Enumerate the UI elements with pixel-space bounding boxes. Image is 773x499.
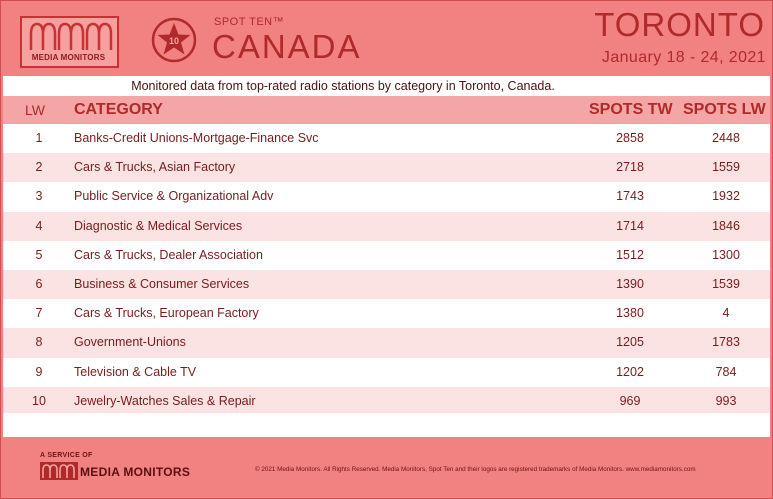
table-row: 6 Business & Consumer Services 1390 1539 xyxy=(3,269,770,300)
cell-spots-lw: 2448 xyxy=(712,131,740,145)
cell-lw: 7 xyxy=(35,306,43,321)
table-header: LW CATEGORY SPOTS TW SPOTS LW xyxy=(3,96,770,124)
cell-spots-lw: 1846 xyxy=(712,218,740,233)
cell-lw: 5 xyxy=(35,247,43,262)
header-lw: LW xyxy=(25,102,45,118)
cell-spots-tw: 1714 xyxy=(616,218,644,233)
table-row: 10 Jewelry-Watches Sales & Repair 969 99… xyxy=(3,386,770,416)
cell-spots-lw: 1539 xyxy=(712,276,740,291)
cell-lw: 9 xyxy=(35,364,43,379)
subtitle: Monitored data from top-rated radio stat… xyxy=(131,79,555,93)
cell-category: Diagnostic & Medical Services xyxy=(74,218,243,233)
table-row: 9 Television & Cable TV 1202 784 xyxy=(3,357,770,387)
header-spots-lw: SPOTS LW xyxy=(683,101,766,118)
cell-lw: 4 xyxy=(35,218,43,233)
table-row: 7 Cars & Trucks, European Factory 1380 4 xyxy=(3,299,770,329)
cell-lw: 2 xyxy=(35,160,43,175)
table-row: 1 Banks-Credit Unions-Mortgage-Finance S… xyxy=(3,124,770,154)
cell-spots-tw: 969 xyxy=(619,393,641,408)
media-monitors-logo xyxy=(20,16,119,68)
table-row: 8 Government-Unions 1205 1783 xyxy=(3,328,770,358)
table-row: 5 Cars & Trucks, Dealer Association 1512… xyxy=(3,240,770,270)
cell-lw: 3 xyxy=(35,189,43,204)
cell-category: Cars & Trucks, Asian Factory xyxy=(74,160,236,175)
cell-lw: 8 xyxy=(35,335,43,350)
cell-category: Cars & Trucks, Dealer Association xyxy=(74,247,263,262)
region-title: CANADA xyxy=(212,28,362,65)
date-range: January 18 - 24, 2021 xyxy=(601,49,766,66)
cell-spots-lw: 1783 xyxy=(712,335,740,350)
spot-ten-badge: 10 xyxy=(150,16,198,69)
cell-category: Cars & Trucks, European Factory xyxy=(74,306,259,321)
cell-spots-tw: 1743 xyxy=(616,189,644,204)
header-spots-tw: SPOTS TW xyxy=(589,101,673,118)
footer-logo-icon xyxy=(40,462,78,485)
waveform-icon xyxy=(29,22,112,50)
cell-spots-tw: 1512 xyxy=(616,247,644,262)
badge-number: 10 xyxy=(169,36,179,46)
footer-brand: MEDIA MONITORS xyxy=(80,465,191,479)
cell-lw: 1 xyxy=(35,131,43,145)
table-footer-band xyxy=(3,413,770,437)
cell-category: Public Service & Organizational Adv xyxy=(74,189,274,204)
cell-category: Banks-Credit Unions-Mortgage-Finance Svc xyxy=(74,131,319,145)
cell-spots-tw: 2718 xyxy=(616,160,644,175)
city-title: TORONTO xyxy=(594,6,765,43)
table-row: 2 Cars & Trucks, Asian Factory 2718 1559 xyxy=(3,153,770,183)
star-icon xyxy=(157,23,191,55)
cell-spots-lw: 1559 xyxy=(712,160,740,175)
cell-spots-tw: 1390 xyxy=(616,276,644,291)
cell-lw: 6 xyxy=(35,276,43,291)
cell-spots-lw: 993 xyxy=(715,393,737,408)
logo-caption: MEDIA MONITORS xyxy=(31,53,106,62)
cell-lw: 10 xyxy=(32,393,46,408)
cell-spots-lw: 4 xyxy=(722,306,730,321)
cell-spots-tw: 1205 xyxy=(616,335,644,350)
cell-spots-lw: 784 xyxy=(715,364,737,379)
service-label: A SERVICE OF xyxy=(40,452,93,459)
product-line: SPOT TEN™ xyxy=(214,16,285,28)
table-body: 1 Banks-Credit Unions-Mortgage-Finance S… xyxy=(3,124,770,416)
cell-category: Television & Cable TV xyxy=(74,364,197,379)
cell-category: Government-Unions xyxy=(74,335,186,350)
cell-spots-tw: 1380 xyxy=(616,306,644,321)
cell-category: Jewelry-Watches Sales & Repair xyxy=(74,393,256,408)
subtitle-band: Monitored data from top-rated radio stat… xyxy=(3,76,770,96)
cell-spots-tw: 2858 xyxy=(616,131,644,145)
header-category: CATEGORY xyxy=(74,101,163,118)
copyright-text: © 2021 Media Monitors. All Rights Reserv… xyxy=(255,466,696,473)
table-row: 4 Diagnostic & Medical Services 1714 184… xyxy=(3,211,770,241)
cell-category: Business & Consumer Services xyxy=(74,276,250,291)
cell-spots-lw: 1300 xyxy=(712,247,740,262)
cell-spots-lw: 1932 xyxy=(712,189,740,204)
table-row: 3 Public Service & Organizational Adv 17… xyxy=(3,182,770,212)
cell-spots-tw: 1202 xyxy=(616,364,644,379)
